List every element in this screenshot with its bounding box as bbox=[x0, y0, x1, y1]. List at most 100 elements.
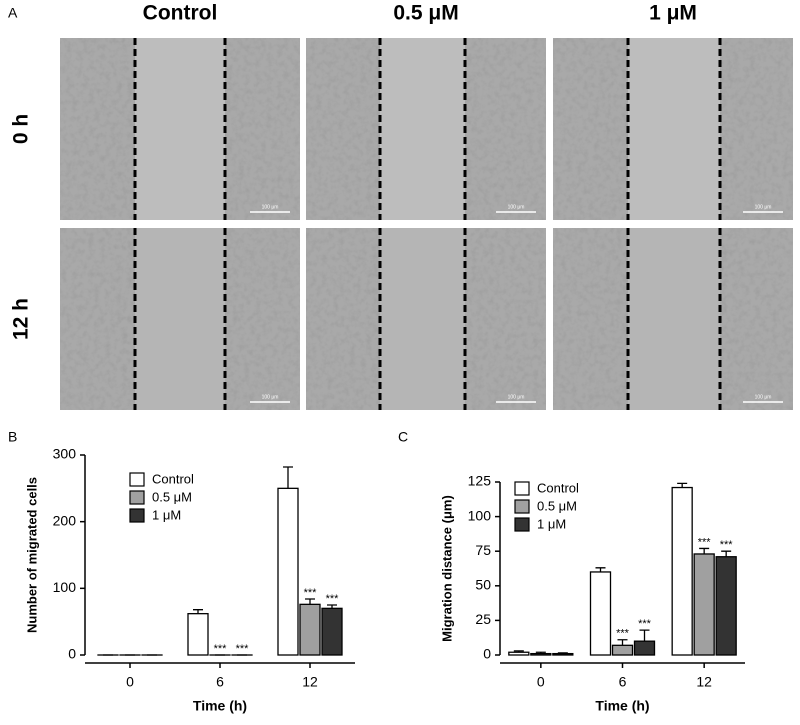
legend-swatch bbox=[514, 499, 530, 514]
y-axis-title: Number of migrated cells bbox=[24, 477, 39, 633]
chart: 0 25 50 75 100 125 Migration distance (μm) Time… bbox=[439, 473, 745, 714]
legend-swatch bbox=[129, 508, 145, 523]
bar bbox=[187, 613, 209, 656]
legend-label: Control bbox=[152, 471, 194, 486]
significance: *** bbox=[214, 643, 228, 655]
x-tick-label: 6 bbox=[216, 674, 224, 690]
bar bbox=[693, 553, 715, 656]
y-tick-label: 25 bbox=[475, 611, 491, 627]
panel-label: A bbox=[8, 5, 18, 21]
x-axis-title: Time (h) bbox=[595, 698, 649, 714]
x-axis-title: Time (h) bbox=[193, 698, 247, 714]
scale-bar-label: 100 μm bbox=[262, 204, 279, 210]
significance: *** bbox=[720, 539, 734, 551]
y-axis-title: Migration distance (μm) bbox=[439, 495, 454, 642]
wound-gap bbox=[135, 228, 225, 410]
cell-texture bbox=[225, 228, 300, 410]
cell-texture bbox=[720, 228, 793, 410]
column-header: Control bbox=[143, 2, 218, 25]
legend-label: Control bbox=[537, 480, 579, 495]
significance: *** bbox=[304, 587, 318, 599]
chart: 0 100 200 300 Number of migrated cells Time (… bbox=[24, 446, 355, 714]
scale-bar-label: 100 μm bbox=[508, 204, 525, 210]
y-tick-label: 0 bbox=[483, 646, 491, 662]
y-tick-label: 125 bbox=[468, 473, 492, 489]
significance: *** bbox=[616, 628, 630, 640]
row-header: 0 h bbox=[10, 114, 33, 144]
error-bar bbox=[677, 482, 688, 488]
cell-texture bbox=[60, 228, 135, 410]
x-tick-label: 0 bbox=[537, 674, 545, 690]
error-bar bbox=[535, 651, 546, 654]
cell-texture bbox=[465, 38, 546, 220]
significance: *** bbox=[326, 593, 340, 605]
error-bar bbox=[557, 652, 568, 654]
y-tick-label: 300 bbox=[53, 446, 77, 462]
legend-label: 0.5 μM bbox=[152, 489, 192, 504]
bar bbox=[530, 652, 552, 656]
bar bbox=[508, 651, 530, 656]
wound-gap bbox=[135, 38, 225, 220]
cell-texture bbox=[225, 38, 300, 220]
cell-texture bbox=[60, 38, 135, 220]
micrographs: Control 0.5 μM 1 μM 0 h 100 μm 100 μm 100 μm 12… bbox=[10, 2, 793, 410]
error-bar bbox=[639, 629, 650, 642]
cell-texture bbox=[553, 228, 628, 410]
y-tick-label: 100 bbox=[53, 579, 77, 595]
cell-texture bbox=[720, 38, 793, 220]
bar bbox=[611, 644, 634, 656]
panel-label: B bbox=[8, 429, 17, 445]
wound-gap bbox=[380, 38, 465, 220]
x-tick-label: 0 bbox=[126, 674, 134, 690]
error-bar bbox=[283, 466, 293, 489]
wound-gap bbox=[628, 38, 720, 220]
y-tick-label: 75 bbox=[475, 542, 491, 558]
panel-label: C bbox=[398, 429, 408, 445]
y-tick-label: 100 bbox=[468, 507, 492, 523]
cell-texture bbox=[465, 228, 546, 410]
column-header: 1 μM bbox=[649, 2, 697, 25]
error-bar bbox=[617, 639, 628, 646]
bar bbox=[589, 571, 612, 656]
bar bbox=[321, 607, 343, 656]
significance: *** bbox=[698, 536, 712, 548]
cell-texture bbox=[306, 228, 380, 410]
legend-label: 1 μM bbox=[152, 507, 181, 522]
column-header: 0.5 μM bbox=[393, 2, 458, 25]
bar bbox=[715, 556, 737, 656]
scale-bar-label: 100 μm bbox=[755, 204, 772, 210]
error-bar bbox=[721, 550, 732, 557]
bar bbox=[671, 486, 693, 656]
bar bbox=[277, 487, 299, 656]
legend-label: 0.5 μM bbox=[537, 498, 577, 513]
y-tick-label: 50 bbox=[475, 577, 491, 593]
scale-bar-label: 100 μm bbox=[755, 394, 772, 400]
error-bar bbox=[699, 547, 710, 554]
y-tick-label: 0 bbox=[68, 646, 76, 662]
significance: *** bbox=[236, 643, 250, 655]
scale-bar-label: 100 μm bbox=[262, 394, 279, 400]
wound-gap bbox=[380, 228, 465, 410]
y-tick-label: 200 bbox=[53, 512, 77, 528]
error-bar bbox=[513, 650, 524, 653]
cell-texture bbox=[553, 38, 628, 220]
x-tick-label: 6 bbox=[619, 674, 627, 690]
error-bar bbox=[305, 598, 315, 605]
bar bbox=[299, 603, 321, 656]
x-tick-label: 12 bbox=[696, 674, 712, 690]
row-header: 12 h bbox=[10, 298, 33, 340]
legend-swatch bbox=[129, 472, 145, 487]
bar bbox=[633, 640, 656, 656]
error-bar bbox=[193, 609, 203, 614]
legend-swatch bbox=[514, 517, 530, 532]
bar bbox=[552, 652, 574, 656]
x-tick-label: 12 bbox=[302, 674, 318, 690]
error-bar bbox=[595, 567, 606, 572]
scale-bar-label: 100 μm bbox=[508, 394, 525, 400]
error-bar bbox=[327, 604, 337, 609]
legend-swatch bbox=[514, 481, 530, 496]
legend-swatch bbox=[129, 490, 145, 505]
wound-gap bbox=[628, 228, 720, 410]
cell-texture bbox=[306, 38, 380, 220]
